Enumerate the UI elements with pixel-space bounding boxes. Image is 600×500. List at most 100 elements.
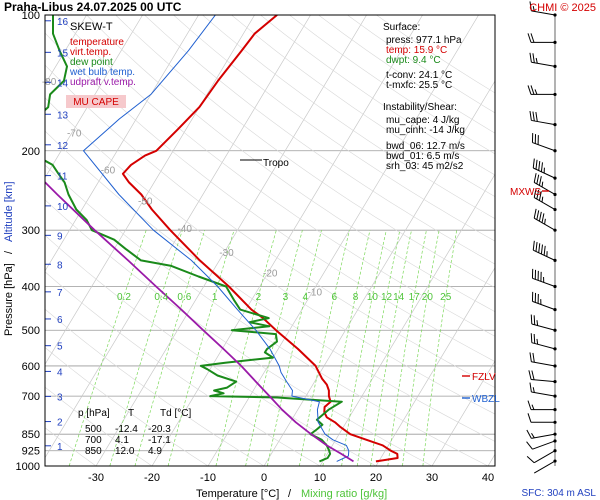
dry-adiabat: [86, 15, 495, 313]
wind-barb-flag: [529, 352, 532, 362]
wind-barb: [527, 413, 557, 424]
legend-entry: virt.temp.: [70, 47, 111, 58]
wind-barb-flag: [527, 400, 532, 410]
series-layer: [45, 15, 399, 463]
mixing-ratio-label: 6: [331, 292, 337, 303]
wind-barb: [529, 352, 557, 368]
isotherm-label: -20: [263, 268, 278, 279]
chart-title: Praha-Libus 24.07.2025 00 UTC: [4, 0, 182, 14]
wind-barb: [529, 382, 557, 398]
mixing-ratio-line: [422, 230, 458, 466]
wind-barb: [531, 268, 557, 289]
table-cell: -12.4: [115, 424, 138, 435]
dry-adiabat: [45, 199, 433, 466]
wind-barb-shaft: [531, 342, 556, 350]
temperature-tick: 20: [370, 472, 382, 484]
wind-barb: [527, 400, 557, 412]
wind-barb-flag: [535, 112, 538, 122]
wind-barbs: [526, 1, 557, 474]
dry-adiabat: [57, 15, 495, 337]
mxws-label: MXWS: [510, 187, 541, 198]
wind-barb-flag: [530, 33, 535, 43]
wind-barb-half: [536, 320, 539, 326]
series-line-dew-point: [45, 15, 343, 463]
table-cell: 4.1: [115, 435, 129, 446]
wind-barb: [533, 188, 557, 212]
legend-entry: dew point: [70, 57, 113, 68]
isotherm-label: -30: [219, 248, 234, 259]
isotherm-label: -40: [177, 224, 192, 235]
wind-barb: [526, 429, 557, 439]
isotherm: [45, 15, 255, 366]
altitude-tick: 14: [57, 78, 69, 89]
mixing-ratio-line: [341, 230, 387, 466]
mixing-ratio-line: [134, 230, 206, 466]
wind-barb-flag: [538, 176, 542, 186]
wind-barb-shaft: [532, 440, 556, 450]
isotherm-label: -10: [308, 287, 323, 298]
wind-barb-shaft: [531, 361, 556, 367]
wind-barb-flag: [526, 429, 532, 439]
wind-barb-shaft: [531, 10, 556, 16]
mixing-ratio-line: [68, 230, 147, 466]
wind-barb-flag: [527, 85, 532, 95]
wind-barb: [528, 370, 557, 384]
mixing-ratio-line: [356, 230, 401, 466]
wind-barb-shaft: [531, 119, 556, 126]
wind-barb-flag: [526, 441, 533, 450]
table-cell: 12.0: [115, 446, 135, 457]
dry-adiabat: [45, 427, 97, 466]
wind-barb-flag: [536, 174, 540, 185]
table-cell: 500: [85, 424, 102, 435]
dry-adiabat: [173, 15, 495, 242]
table-cell: 4.9: [148, 446, 162, 457]
wind-barb-half: [532, 387, 535, 393]
wind-barb-shaft: [533, 182, 556, 195]
surface-line: press: 977.1 hPa: [386, 35, 462, 46]
dry-adiabat: [45, 234, 377, 466]
wind-barb: [527, 33, 557, 44]
wind-barb-shaft: [532, 142, 556, 152]
pressure-tick: 600: [22, 361, 40, 373]
y-axis-label-sep: /: [3, 250, 15, 254]
wind-barb-half: [541, 181, 544, 188]
series-line-wet-bulb-temp-: [83, 15, 350, 462]
wind-barb-shaft: [533, 249, 556, 261]
isotherm: [207, 15, 479, 466]
y-axis-label-pressure: Pressure [hPa]: [3, 263, 15, 336]
altitude-tick: 8: [57, 260, 63, 271]
altitude-tick: 3: [57, 392, 63, 403]
wind-barb-flag: [533, 315, 536, 325]
temperature-tick: 0: [261, 472, 267, 484]
temperature-tick: -20: [144, 472, 160, 484]
mixing-ratio-label: 1: [212, 292, 218, 303]
altitude-tick: 15: [57, 48, 69, 59]
instability-heading: Instability/Shear:: [383, 102, 457, 113]
isotherm: [45, 15, 311, 459]
altitude-tick: 13: [57, 110, 69, 121]
altitude-tick: 7: [57, 288, 63, 299]
mixing-ratio-line: [370, 230, 412, 466]
wbzl-label: WBZL: [472, 394, 500, 405]
wind-barb-flag: [530, 333, 533, 343]
wind-barb-flag: [530, 314, 533, 325]
altitude-tick: 2: [57, 418, 63, 429]
mixing-ratio-line: [245, 230, 303, 466]
wind-barb-half: [531, 404, 535, 410]
pressure-tick: 850: [22, 429, 40, 441]
wind-barb: [529, 52, 557, 68]
pressure-tick: 300: [22, 225, 40, 237]
dry-adiabat: [45, 386, 153, 466]
wind-barb-shaft: [533, 450, 556, 464]
wind-barb-flag: [528, 370, 532, 380]
wind-barb-shaft: [531, 61, 556, 67]
wind-barb: [526, 439, 557, 450]
wind-barb-flag: [529, 110, 532, 121]
altitude-tick: 4: [57, 367, 63, 378]
mixing-ratio-line: [402, 230, 440, 466]
wind-barb-half: [531, 432, 535, 439]
wind-barb-shaft: [533, 197, 556, 210]
wind-barb-flag: [541, 213, 545, 223]
instability-line: mu_cape: 4 J/kg: [386, 115, 459, 126]
